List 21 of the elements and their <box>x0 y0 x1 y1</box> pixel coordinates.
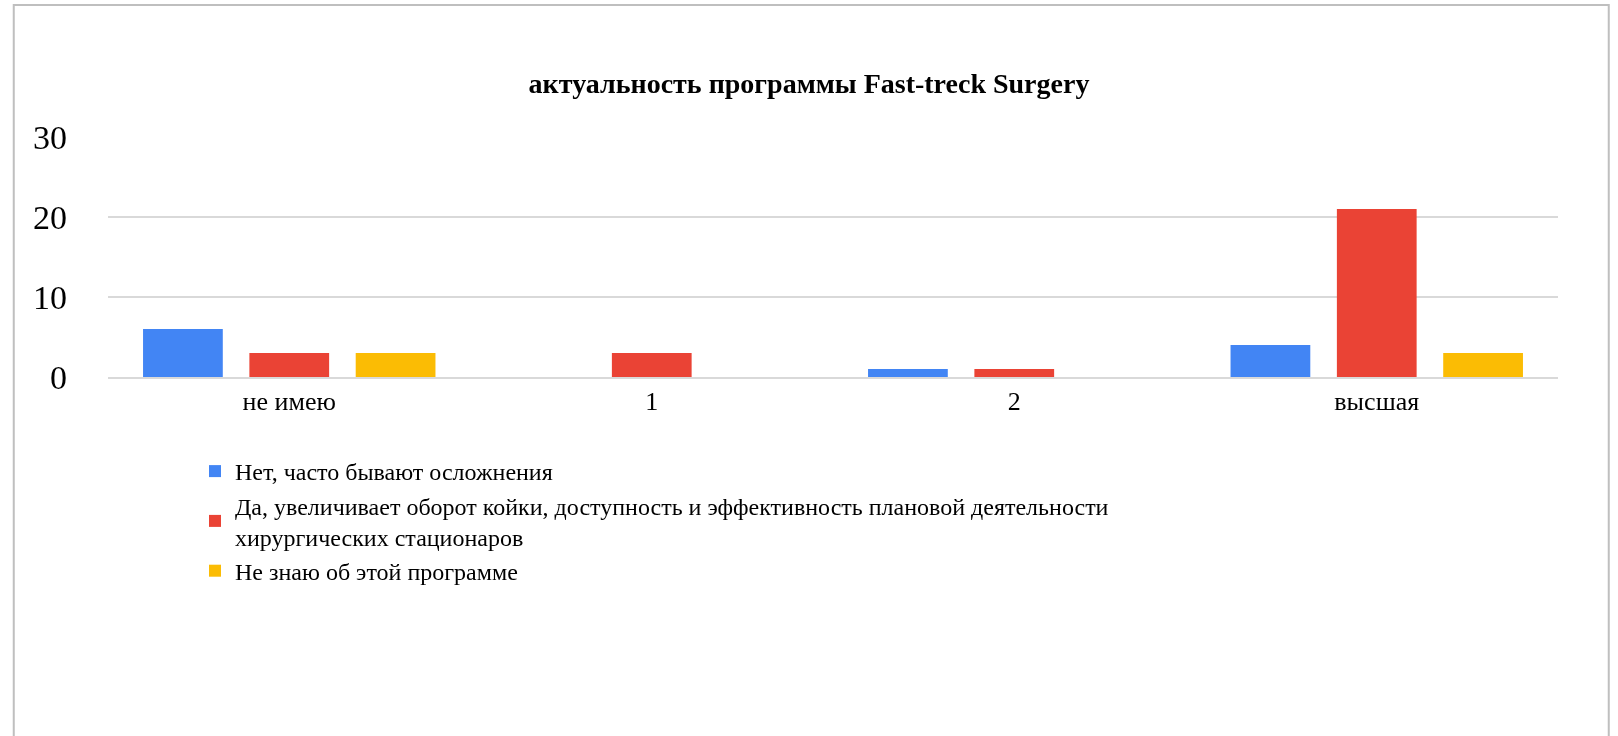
y-tick-label: 0 <box>50 358 67 396</box>
legend-label: Да, увеличивает оборот койки, доступность и эффективность плановой деятельности хирургических стационаров <box>235 493 1109 551</box>
legend-label: Нет, часто бывают осложнения <box>235 459 553 486</box>
x-tick-label: 1 <box>645 387 659 417</box>
x-tick-label: 2 <box>1007 387 1021 417</box>
y-tick-label: 20 <box>33 198 67 236</box>
bar <box>1443 353 1523 377</box>
legend-label: Не знаю об этой программе <box>235 559 518 586</box>
bar <box>611 353 692 377</box>
x-tick-label: высшая <box>1334 387 1420 417</box>
bar <box>355 353 436 377</box>
bar <box>1336 209 1417 377</box>
bar <box>868 369 948 377</box>
bar <box>143 329 223 377</box>
y-tick-label: 30 <box>33 118 67 156</box>
y-tick-label: 10 <box>33 278 67 316</box>
x-tick-label: не имею <box>242 387 336 417</box>
chart-title: актуальность программы Fast-treck Surgery <box>528 68 1090 100</box>
bar <box>974 369 1055 377</box>
bar <box>249 353 330 377</box>
bar <box>1230 345 1311 377</box>
